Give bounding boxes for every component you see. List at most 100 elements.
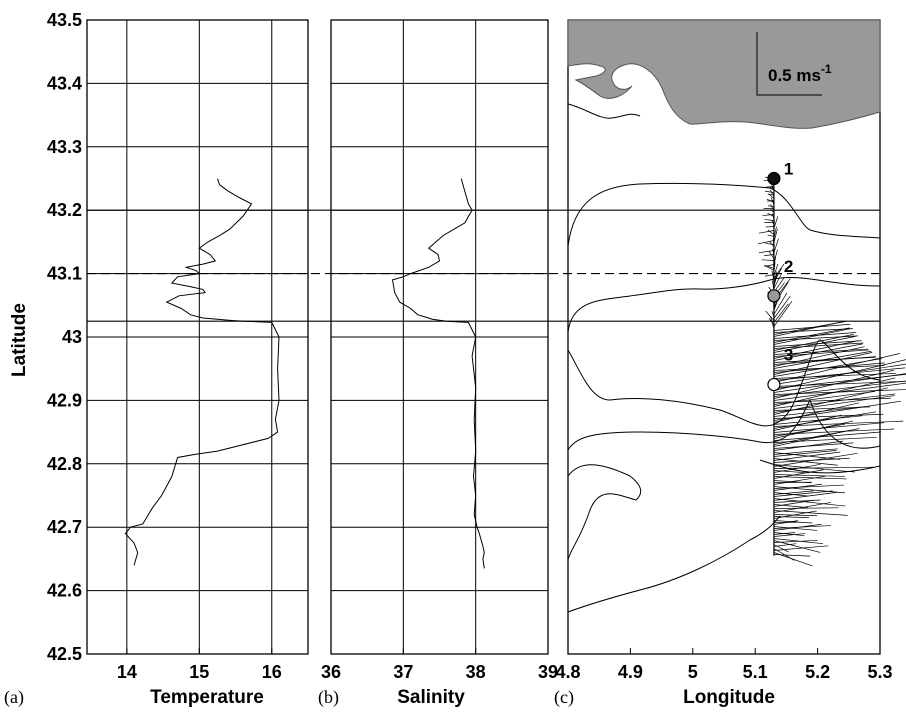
- current-vector: [773, 328, 850, 345]
- current-vector: [773, 532, 805, 537]
- current-vector: [773, 476, 847, 480]
- current-vector: [773, 292, 788, 315]
- current-vector: [773, 469, 824, 479]
- current-vector: [773, 238, 779, 253]
- y-tick-label: 43.5: [47, 10, 82, 30]
- current-vector: [767, 229, 775, 235]
- current-vector: [764, 219, 774, 221]
- current-vector: [764, 190, 774, 193]
- current-vector: [773, 340, 859, 359]
- station-label-1: 1: [784, 160, 793, 179]
- current-vector: [773, 393, 896, 409]
- current-vector: [773, 373, 906, 393]
- panel-id-a: (a): [4, 687, 24, 708]
- current-vector: [773, 346, 865, 367]
- current-vector: [773, 502, 832, 513]
- current-vector: [773, 452, 858, 467]
- current-vector: [764, 264, 775, 269]
- current-vector: [773, 353, 900, 383]
- current-vector: [773, 422, 885, 433]
- current-vector: [773, 359, 906, 391]
- current-vector: [773, 442, 854, 449]
- current-vector: [773, 411, 877, 429]
- current-vector: [773, 540, 818, 543]
- station-marker-3: [767, 377, 781, 392]
- scale-bar-label: 0.5 ms-1: [768, 62, 832, 85]
- y-tick-label: 42.6: [47, 581, 82, 601]
- current-vector: [773, 440, 844, 451]
- coastline-land: [567, 19, 881, 129]
- x-tick-label: 4.9: [618, 662, 643, 682]
- current-vector: [770, 189, 775, 197]
- current-vector: [758, 250, 774, 254]
- bathymetry-contour: [567, 464, 642, 561]
- x-tick-label: 39: [538, 662, 558, 682]
- current-vector: [773, 374, 906, 389]
- current-vector: [773, 377, 896, 407]
- panel-id-b: (b): [318, 687, 339, 708]
- current-vector: [764, 254, 774, 256]
- current-vector: [773, 490, 833, 497]
- longitude-panel: 4.8 4.9 5 5.1 5.2 5.3 1 2 3: [555, 19, 906, 682]
- scale-bar: [756, 32, 822, 96]
- current-vector: [773, 532, 796, 535]
- current-vector: [773, 420, 904, 427]
- current-vector: [757, 240, 774, 245]
- x-axis-label-temperature: Temperature: [150, 687, 264, 708]
- x-tick-label: 14: [117, 662, 137, 682]
- current-vector: [773, 382, 906, 401]
- current-vector: [761, 259, 774, 261]
- x-tick-label: 16: [262, 662, 282, 682]
- current-vector: [773, 458, 838, 466]
- current-vector: [773, 327, 850, 343]
- current-vector: [773, 448, 838, 455]
- current-vector: [773, 491, 838, 501]
- scale-bar-text: 0.5 ms: [768, 66, 821, 85]
- current-vector: [773, 414, 842, 431]
- current-vector: [773, 380, 906, 397]
- current-vector: [773, 362, 885, 373]
- bathymetry-contour: [567, 339, 881, 427]
- scale-bar-unit-exponent: -1: [821, 62, 832, 76]
- bathymetry-contour: [567, 515, 781, 613]
- current-vector: [773, 450, 837, 457]
- y-tick-label: 42.9: [47, 390, 82, 410]
- station-label-2: 2: [784, 257, 793, 276]
- current-vector: [773, 514, 818, 517]
- current-vector: [768, 205, 774, 207]
- plot-frame: [86, 19, 309, 655]
- current-vector: [773, 533, 806, 537]
- current-vector: [773, 484, 844, 489]
- salinity-panel: 36 37 38 39: [321, 19, 558, 682]
- current-vector: [765, 226, 774, 228]
- station-label-3: 3: [784, 346, 793, 365]
- current-vector: [773, 470, 810, 474]
- x-tick-label: 4.8: [555, 662, 580, 682]
- current-vector: [773, 406, 865, 417]
- current-vector: [773, 387, 888, 415]
- x-tick-label: 38: [466, 662, 486, 682]
- current-vector: [773, 490, 814, 495]
- current-vector: [773, 356, 877, 365]
- current-vector: [773, 429, 850, 447]
- current-vector: [773, 301, 793, 327]
- current-vector: [773, 402, 860, 423]
- current-vector: [768, 251, 775, 259]
- current-vector: [768, 193, 775, 199]
- current-vector: [773, 263, 779, 277]
- current-vector: [773, 423, 846, 437]
- current-vector: [773, 428, 895, 435]
- current-vector: [773, 504, 808, 508]
- current-vector: [773, 389, 906, 395]
- current-vector: [773, 498, 846, 507]
- current-vector: [773, 540, 821, 553]
- current-vector: [773, 350, 872, 369]
- y-tick-label: 42.7: [47, 517, 82, 537]
- plot-frame: [330, 19, 549, 655]
- y-tick-label: 43.2: [47, 200, 82, 220]
- current-vector: [773, 369, 894, 399]
- bathymetry-contour: [567, 182, 881, 247]
- series-line-salinity: [391, 178, 485, 569]
- current-vector: [773, 273, 782, 289]
